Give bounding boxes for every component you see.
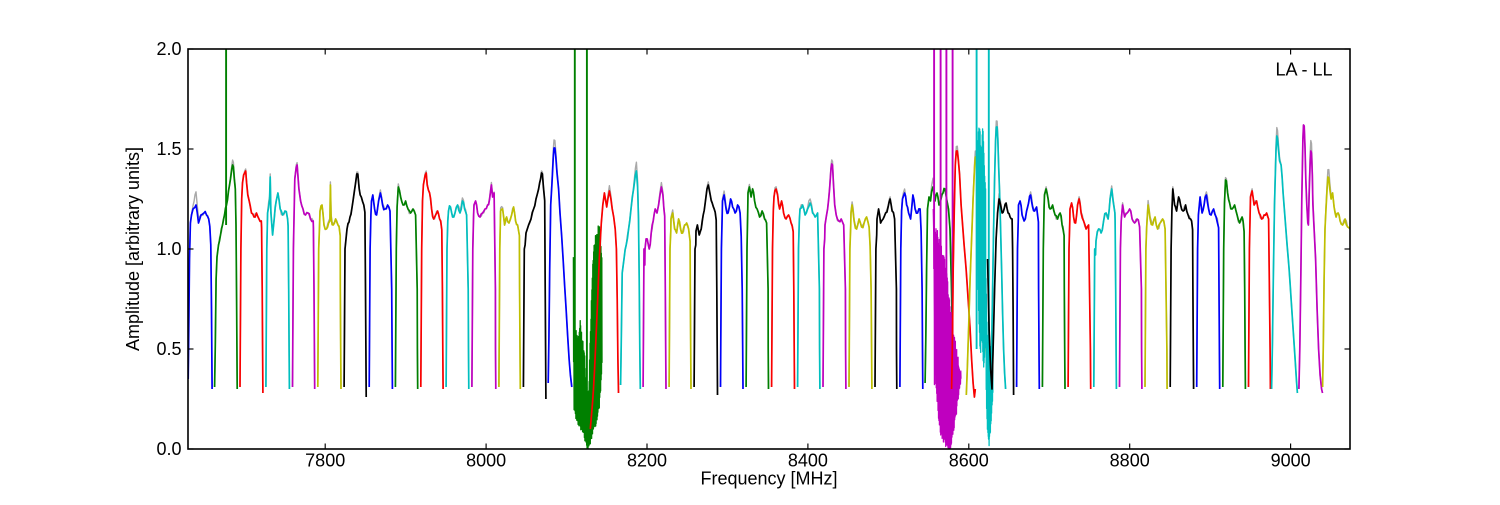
svg-text:8200: 8200 — [627, 451, 667, 471]
svg-text:LA - LL: LA - LL — [1275, 60, 1332, 80]
svg-text:2.0: 2.0 — [156, 39, 181, 59]
svg-text:8600: 8600 — [949, 451, 989, 471]
svg-text:Amplitude [arbitrary units]: Amplitude [arbitrary units] — [123, 147, 143, 351]
svg-text:Frequency [MHz]: Frequency [MHz] — [700, 469, 837, 489]
svg-text:0.0: 0.0 — [156, 439, 181, 459]
svg-text:9000: 9000 — [1271, 451, 1311, 471]
svg-text:0.5: 0.5 — [156, 339, 181, 359]
svg-text:8400: 8400 — [788, 451, 828, 471]
svg-text:8800: 8800 — [1110, 451, 1150, 471]
svg-text:1.0: 1.0 — [156, 239, 181, 259]
svg-text:7800: 7800 — [305, 451, 345, 471]
svg-text:1.5: 1.5 — [156, 139, 181, 159]
svg-text:8000: 8000 — [466, 451, 506, 471]
